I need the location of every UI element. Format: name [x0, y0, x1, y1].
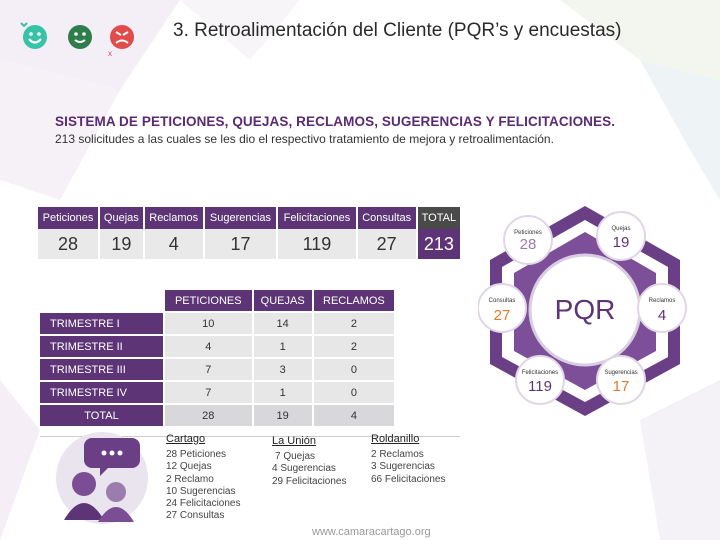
city-roldanillo: Roldanillo 2 Reclamos 3 Sugerencias 66 F… — [371, 433, 445, 486]
node-value: 17 — [613, 378, 630, 395]
city-line: 12 Quejas — [166, 461, 212, 473]
summary-value-total: 213 — [416, 229, 463, 259]
people-chat-icon — [56, 432, 148, 524]
summary-value-cell: 4 — [143, 229, 205, 259]
summary-header-cell: Consultas — [356, 207, 418, 229]
total-value: 28 — [163, 403, 253, 426]
quarter-value: 2 — [311, 311, 394, 335]
quarterly-header-row: PETICIONES QUEJAS RECLAMOS — [39, 290, 394, 312]
total-value: 4 — [311, 403, 394, 426]
summary-header-cell: Quejas — [99, 207, 145, 229]
node-label: Consultas — [489, 298, 516, 304]
city-cartago: Cartago 28 Peticiones 12 Quejas 2 Reclam… — [166, 433, 240, 522]
city-line: 2 Reclamos — [371, 449, 424, 461]
city-name: La Unión — [272, 435, 317, 447]
node-value: 119 — [528, 378, 552, 395]
quarter-label: TRIMESTRE III — [38, 357, 164, 381]
city-line: 3 Sugerencias — [371, 461, 435, 473]
pqr-hexagon-diagram: PQR Peticiones 28 Quejas 19 Reclamos 4 S… — [478, 206, 687, 416]
svg-text:x: x — [108, 49, 112, 58]
city-line: 2 Reclamo — [166, 473, 214, 485]
quarter-value: 14 — [251, 311, 313, 335]
summary-value-cell: 119 — [277, 229, 358, 259]
node-peticiones: Peticiones 28 — [503, 215, 553, 265]
node-consultas: Consultas 27 — [478, 283, 527, 333]
quarter-value: 0 — [311, 380, 394, 404]
table-row: TRIMESTRE I 10 14 2 — [38, 311, 394, 335]
summary-table: Peticiones Quejas Reclamos Sugerencias F… — [38, 207, 463, 259]
quarter-value: 7 — [163, 357, 253, 381]
quarter-value: 7 — [163, 380, 253, 404]
total-row: TOTAL 28 19 4 — [38, 403, 394, 426]
quarterly-table: PETICIONES QUEJAS RECLAMOS TRIMESTRE I 1… — [38, 290, 394, 426]
quarter-label: TRIMESTRE II — [38, 334, 164, 358]
table-row: TRIMESTRE III 7 3 0 — [38, 357, 394, 381]
summary-header-row: Peticiones Quejas Reclamos Sugerencias F… — [38, 207, 463, 229]
quarter-value: 3 — [251, 357, 313, 381]
node-label: Felicitaciones — [522, 370, 558, 376]
happy-face-icon — [20, 22, 47, 49]
summary-value-cell: 28 — [38, 229, 100, 259]
node-label: Sugerencias — [604, 370, 637, 376]
divider — [40, 436, 460, 437]
city-line: 66 Felicitaciones — [371, 473, 446, 485]
node-label: Peticiones — [514, 230, 542, 236]
quarter-label: TRIMESTRE IV — [38, 380, 164, 404]
quarter-value: 2 — [311, 334, 394, 358]
node-reclamos: Reclamos 4 — [637, 283, 687, 333]
quarterly-header-cell: PETICIONES — [163, 290, 253, 312]
city-line: 7 Quejas — [275, 451, 316, 463]
city-line: 29 Felicitaciones — [272, 475, 347, 487]
summary-header-cell: Felicitaciones — [277, 207, 358, 229]
table-row: TRIMESTRE IV 7 1 0 — [38, 380, 394, 404]
node-value: 28 — [520, 236, 537, 253]
pqr-center-label: PQR — [555, 294, 616, 325]
node-quejas: Quejas 19 — [596, 211, 646, 261]
summary-header-cell: Reclamos — [143, 207, 205, 229]
quarter-value: 1 — [251, 380, 313, 404]
quarterly-header-cell: QUEJAS — [251, 290, 313, 312]
summary-value-cell: 19 — [99, 229, 145, 259]
node-value: 27 — [494, 307, 511, 324]
city-line: 27 Consultas — [166, 510, 225, 522]
total-label: TOTAL — [38, 403, 164, 426]
node-sugerencias: Sugerencias 17 — [596, 355, 646, 405]
node-value: 19 — [613, 234, 630, 251]
footer-url: www.camaracartago.org — [312, 526, 431, 538]
quarter-label: TRIMESTRE I — [38, 311, 164, 335]
summary-header-total: TOTAL — [416, 207, 463, 229]
city-line: 10 Sugerencias — [166, 485, 236, 497]
summary-header-cell: Peticiones — [38, 207, 100, 229]
quarterly-header-cell: RECLAMOS — [311, 290, 394, 312]
city-line: 4 Sugerencias — [272, 463, 336, 475]
quarterly-header-blank — [39, 290, 164, 312]
city-la-union: La Unión 7 Quejas 4 Sugerencias 29 Felic… — [272, 435, 346, 488]
page-title: 3. Retroalimentación del Cliente (PQR’s … — [173, 20, 622, 41]
satisfaction-faces: x — [20, 22, 134, 58]
city-name: Cartago — [166, 433, 206, 445]
city-name: Roldanillo — [371, 433, 420, 445]
summary-value-cell: 17 — [203, 229, 279, 259]
node-label: Quejas — [611, 226, 630, 232]
table-row: TRIMESTRE II 4 1 2 — [38, 334, 394, 358]
node-felicitaciones: Felicitaciones 119 — [515, 355, 565, 405]
summary-header-cell: Sugerencias — [203, 207, 279, 229]
section-subheading: 213 solicitudes a las cuales se les dio … — [55, 132, 554, 146]
quarter-value: 0 — [311, 357, 394, 381]
city-line: 24 Felicitaciones — [166, 498, 241, 510]
summary-value-cell: 27 — [356, 229, 418, 259]
quarter-value: 10 — [163, 311, 253, 335]
total-value: 19 — [251, 403, 313, 426]
neutral-face-icon — [68, 25, 92, 49]
angry-face-icon: x — [108, 25, 134, 58]
node-value: 4 — [658, 307, 666, 324]
summary-value-row: 28 19 4 17 119 27 213 — [38, 229, 463, 259]
quarter-value: 4 — [163, 334, 253, 358]
node-label: Reclamos — [649, 298, 676, 304]
section-heading: SISTEMA DE PETICIONES, QUEJAS, RECLAMOS,… — [55, 114, 616, 129]
quarter-value: 1 — [251, 334, 313, 358]
city-line: 28 Peticiones — [166, 449, 227, 461]
